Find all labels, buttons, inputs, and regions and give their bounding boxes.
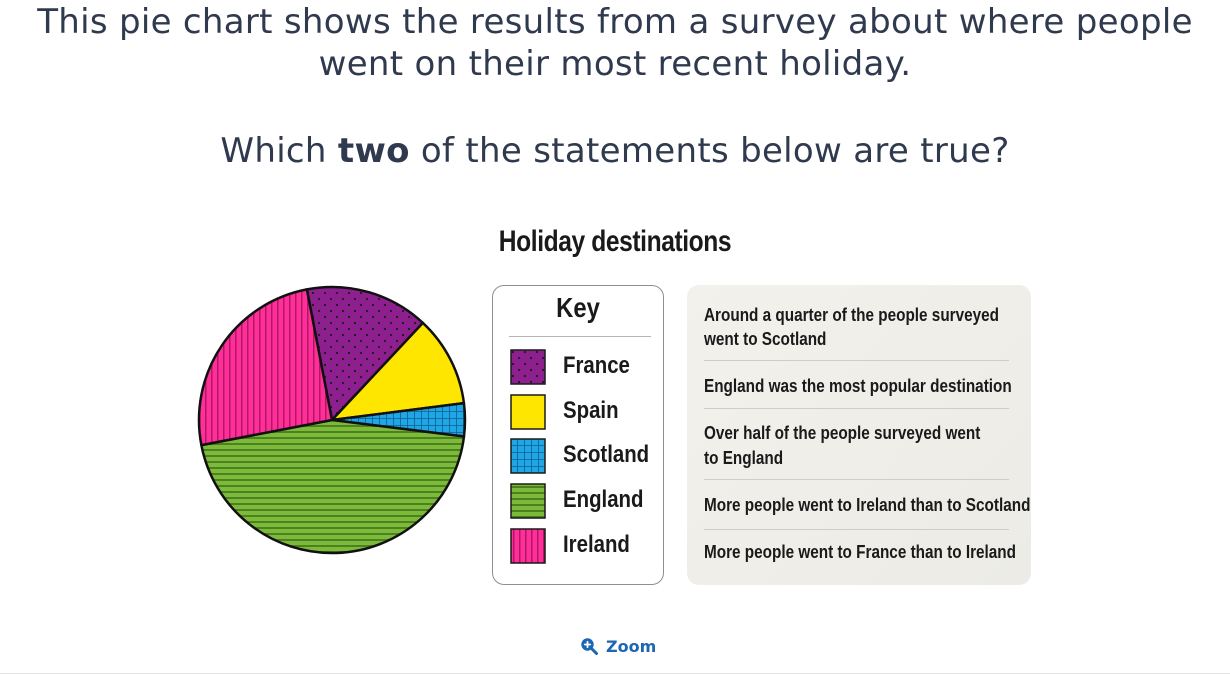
zoom-button[interactable]: Zoom [580, 634, 656, 658]
legend-label-ireland: Ireland [563, 531, 630, 558]
statement-3-line-2: to England [704, 448, 784, 468]
legend-item-france: France [510, 349, 660, 385]
legend-item-scotland: Scotland [510, 438, 660, 474]
question-line-1: This pie chart shows the results from a … [37, 2, 1193, 42]
statement-divider [704, 360, 1009, 361]
legend-swatch-england [510, 483, 546, 519]
legend-label-scotland: Scotland [563, 441, 650, 468]
legend-label-france: France [563, 352, 630, 379]
chart-title: Holiday destinations [498, 225, 732, 258]
chart-legend: Key France Spain Scotland England Irelan… [492, 285, 664, 585]
statement-1-line-1: Around a quarter of the people surveyed [704, 305, 1000, 325]
pie-chart [197, 285, 467, 555]
legend-divider [509, 336, 651, 337]
legend-swatch-ireland [510, 528, 546, 564]
statements-panel: Around a quarter of the people surveyed … [687, 285, 1031, 585]
question-prompt: Which two of the statements below are tr… [0, 130, 1230, 172]
statement-4: More people went to Ireland than to Scot… [704, 495, 1031, 515]
prompt-emphasis: two [337, 131, 410, 171]
statement-divider [704, 479, 1009, 480]
prompt-text-end: of the statements below are true? [409, 131, 1010, 171]
question-line-2: went on their most recent holiday. [318, 44, 912, 84]
statement-1-line-2: went to Scotland [704, 329, 827, 349]
statement-3-line-1: Over half of the people surveyed went [704, 423, 981, 443]
legend-item-england: England [510, 483, 660, 519]
legend-title: Key [556, 292, 600, 323]
legend-item-ireland: Ireland [510, 528, 660, 564]
legend-label-england: England [563, 486, 644, 513]
zoom-label: Zoom [606, 636, 657, 656]
bottom-divider [0, 673, 1230, 674]
statement-divider [704, 408, 1009, 409]
pie-slice-france [305, 285, 425, 422]
legend-swatch-france [510, 349, 546, 385]
prompt-text-start: Which [220, 131, 338, 171]
pie-slice-england [200, 418, 466, 555]
pie-slice-ireland [197, 288, 334, 447]
legend-swatch-spain [510, 394, 546, 430]
statement-divider [704, 529, 1009, 530]
legend-label-spain: Spain [563, 397, 619, 424]
legend-item-spain: Spain [510, 394, 660, 430]
statement-2: England was the most popular destination [704, 376, 1012, 396]
zoom-in-icon [581, 638, 598, 655]
pie-slice-spain [330, 321, 466, 422]
legend-swatch-scotland [510, 438, 546, 474]
statement-5: More people went to France than to Irela… [704, 542, 1016, 562]
